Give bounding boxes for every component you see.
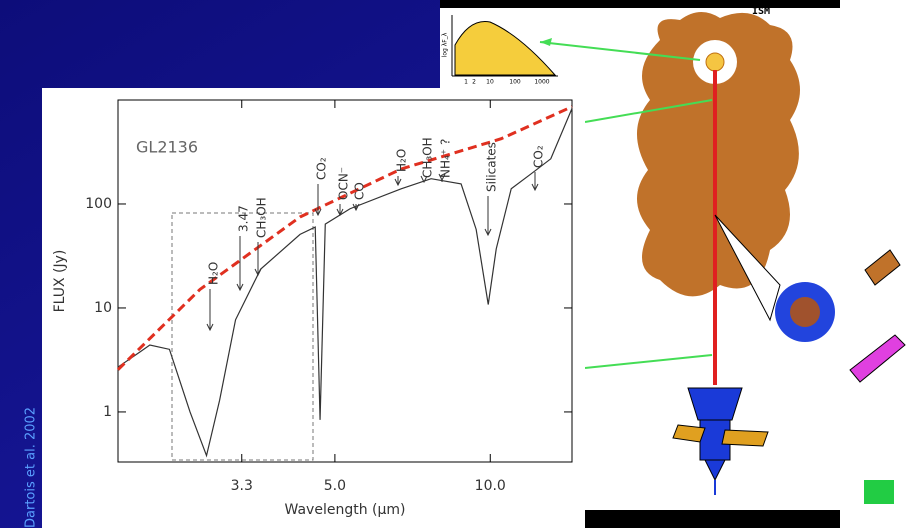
inset-tick-label: 1000	[534, 79, 549, 86]
annotation: CO₂	[315, 157, 329, 180]
inset-tick-label: 100	[509, 79, 521, 86]
annotation-arrowhead	[254, 268, 262, 277]
annotation: H₂O	[395, 149, 409, 172]
inset-curve	[454, 20, 557, 76]
bottom-strip	[585, 510, 840, 528]
pointer	[584, 99, 713, 123]
annotation: CO₂	[532, 145, 546, 168]
series-line	[116, 105, 573, 371]
annotation-arrowhead	[206, 323, 214, 332]
annotation: 3.47	[237, 205, 251, 232]
side-shape	[864, 249, 901, 286]
grain-core	[790, 297, 820, 327]
annotation-arrowhead	[394, 178, 402, 187]
x-tick-label: 3.3	[231, 478, 253, 494]
y-axis-label: FLUX (Jy)	[52, 250, 68, 313]
side-bar	[849, 334, 906, 383]
credit: Dartois et al. 2002	[24, 407, 39, 528]
inset-tick-label: 10	[486, 79, 494, 86]
annotation-arrowhead	[531, 183, 539, 192]
annotation-arrowhead	[352, 203, 360, 212]
y-tick-label: 10	[94, 300, 112, 316]
pointer	[584, 354, 713, 369]
inset: log λF_λ 1 2 10 100 1000	[440, 8, 585, 88]
x-axis-label: Wavelength (μm)	[285, 502, 406, 518]
annotation-arrowhead	[420, 175, 428, 184]
ism-cloud	[636, 11, 800, 297]
annotation: CH₃OH	[255, 197, 269, 238]
pointer-head	[540, 38, 552, 46]
annotation-arrowhead	[236, 283, 244, 292]
zoom-cone	[714, 214, 781, 322]
annotation-arrowhead	[484, 228, 492, 237]
annotation: H₂O	[207, 262, 221, 285]
annotation: Silicates	[485, 142, 499, 192]
zoom-box	[171, 212, 314, 461]
annotation: CH₃OH	[421, 137, 435, 178]
chart-title: GL2136	[136, 138, 198, 157]
series-line	[117, 108, 573, 458]
annotation-arrowhead	[336, 208, 344, 217]
x-tick-label: 10.0	[475, 478, 506, 494]
plot-frame	[117, 99, 573, 463]
pointer	[539, 41, 701, 61]
inset-tick-label: 2	[472, 79, 476, 86]
inset-ylabel: log λF_λ	[442, 32, 449, 57]
side-square	[864, 480, 894, 504]
y-tick-label: 100	[85, 196, 112, 212]
annotation: OCN⁻	[337, 167, 351, 200]
star	[705, 52, 725, 72]
inset-tick-label: 1	[464, 79, 468, 86]
telescope	[672, 387, 769, 495]
annotation-arrowhead	[438, 173, 446, 182]
annotation-arrowhead	[314, 208, 322, 217]
x-tick-label: 5.0	[324, 478, 346, 494]
chart-panel	[42, 88, 585, 528]
annotation: CO	[353, 182, 367, 200]
ism-label: ISM	[752, 6, 770, 17]
y-tick-label: 1	[103, 404, 112, 420]
top-strip	[440, 0, 840, 8]
annotation: NH₄⁺ ?	[439, 139, 453, 178]
